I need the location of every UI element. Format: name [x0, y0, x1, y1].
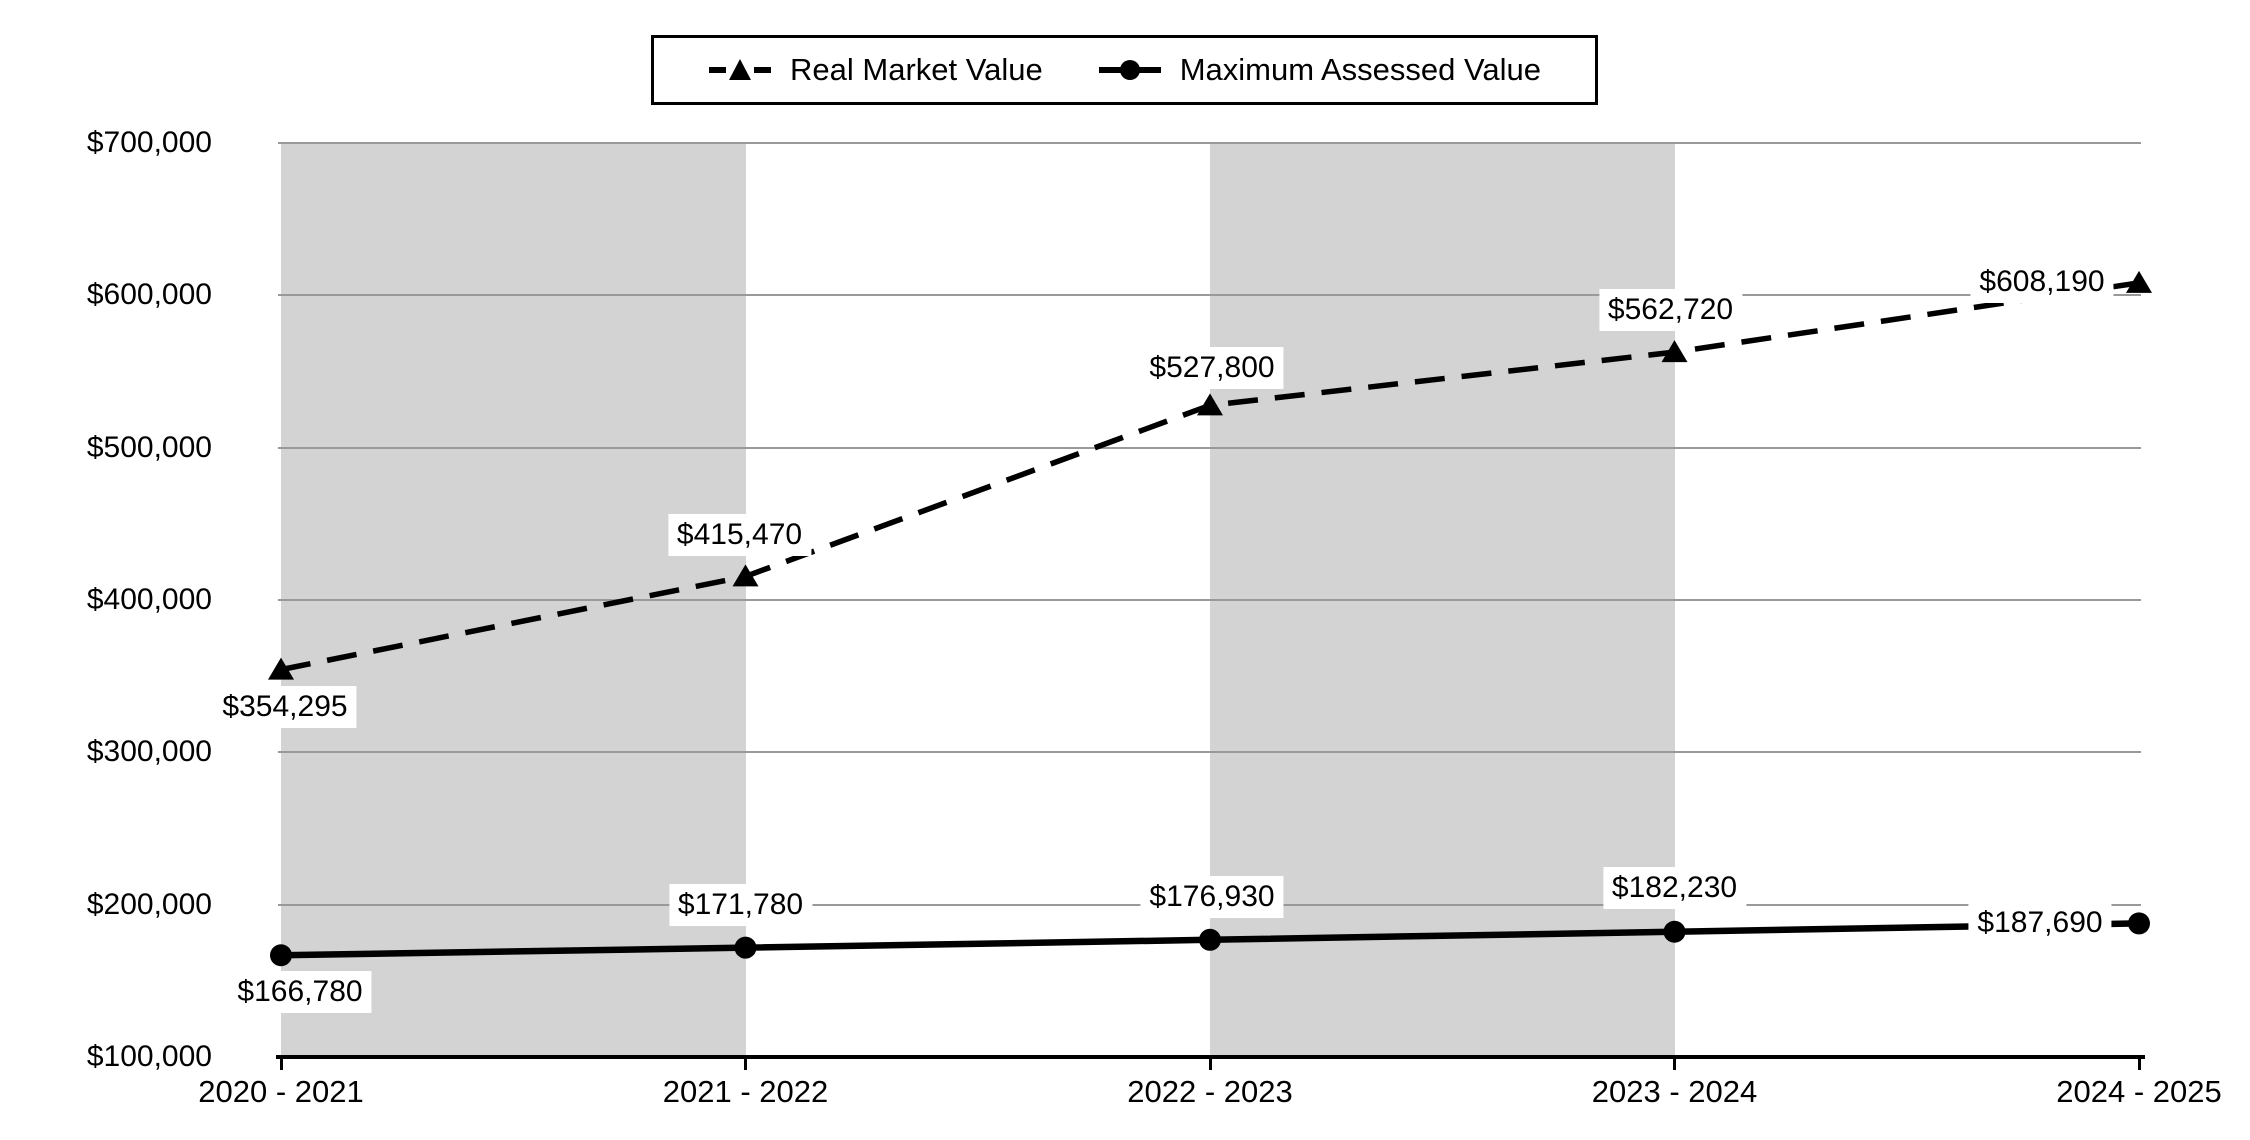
data-label: $608,190	[1970, 260, 2114, 303]
data-label: $415,470	[667, 514, 812, 557]
y-axis-label: $600,000	[86, 278, 212, 312]
triangle-marker	[732, 564, 759, 587]
gridline	[278, 142, 2141, 144]
x-axis-tick	[744, 1059, 747, 1070]
legend: Real Market Value Maximum Assessed Value	[651, 35, 1598, 105]
y-axis-label: $200,000	[86, 887, 212, 921]
gridline	[278, 294, 2141, 297]
x-axis-label: 2022 - 2023	[1127, 1074, 1293, 1109]
data-label: $166,780	[228, 971, 372, 1014]
data-label: $187,690	[1968, 902, 2112, 945]
gridline	[278, 751, 2141, 754]
y-axis-label: $100,000	[86, 1040, 212, 1073]
dashed-line-triangle-marker-icon	[709, 59, 772, 80]
x-axis-tick	[2137, 1059, 2141, 1070]
solid-line-circle-marker-icon	[1098, 60, 1161, 80]
circle-marker	[1199, 928, 1221, 951]
y-axis-label: $700,000	[86, 126, 212, 159]
circle-marker	[734, 936, 757, 959]
x-axis-tick	[279, 1059, 283, 1070]
gridline	[278, 446, 2141, 449]
circle-marker	[1663, 920, 1686, 943]
y-axis-label: $500,000	[86, 430, 212, 464]
y-axis-label: $400,000	[86, 583, 212, 616]
legend-item-maximum-assessed-value: Maximum Assessed Value	[1098, 52, 1541, 88]
data-label: $354,295	[213, 685, 357, 728]
x-axis-tick	[1208, 1059, 1212, 1070]
y-axis-label: $300,000	[86, 735, 212, 769]
data-label: $182,230	[1602, 866, 1747, 909]
data-label: $527,800	[1140, 347, 1284, 390]
x-axis-label: 2023 - 2024	[1591, 1074, 1758, 1109]
triangle-marker	[2126, 270, 2152, 293]
x-axis-label: 2020 - 2021	[198, 1074, 364, 1109]
triangle-marker	[1661, 340, 1688, 363]
x-axis-label: 2021 - 2022	[662, 1074, 829, 1109]
x-axis-label: 2024 - 2025	[2056, 1074, 2222, 1109]
gridline	[278, 599, 2141, 601]
data-label: $171,780	[668, 883, 813, 926]
legend-item-real-market-value: Real Market Value	[708, 52, 1043, 88]
x-axis-tick	[1673, 1059, 1676, 1070]
triangle-marker	[268, 657, 294, 680]
legend-label-maximum-assessed-value: Maximum Assessed Value	[1179, 52, 1541, 87]
legend-label-real-market-value: Real Market Value	[790, 52, 1043, 87]
circle-marker	[270, 944, 292, 967]
circle-marker	[2128, 912, 2150, 935]
data-label: $562,720	[1598, 289, 1743, 332]
triangle-marker	[1197, 393, 1223, 416]
data-label: $176,930	[1140, 875, 1284, 918]
series-line-real-market-value	[280, 280, 2140, 673]
x-axis-line	[276, 1055, 2145, 1059]
